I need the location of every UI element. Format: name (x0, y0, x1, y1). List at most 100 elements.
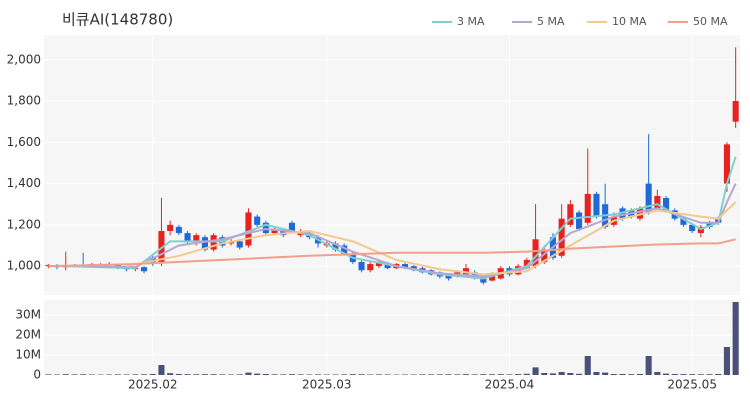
volume-bar (132, 374, 138, 375)
volume-bar (176, 374, 182, 375)
volume-bar (437, 374, 443, 375)
legend-label: 3 MA (457, 15, 485, 28)
candle-body (359, 262, 365, 270)
volume-bar (724, 347, 730, 375)
volume-bar (541, 373, 547, 375)
volume-bar (463, 374, 469, 375)
volume-bar (71, 374, 77, 375)
y-tick-label: 20M (15, 328, 41, 342)
volume-bar (593, 372, 599, 375)
volume-bar (167, 373, 173, 375)
legend-label: 50 MA (693, 15, 728, 28)
volume-bar (646, 356, 652, 375)
x-tick-label: 2025.02 (128, 378, 178, 392)
volume-bar (385, 375, 391, 376)
volume-bar (663, 374, 669, 375)
candle-body (367, 264, 373, 270)
volume-bar (559, 372, 565, 375)
volume-bar (306, 375, 312, 376)
volume-bar (707, 374, 713, 375)
candle-body (593, 194, 599, 217)
volume-bar (672, 374, 678, 375)
volume-bar (733, 302, 739, 375)
volume-bar (150, 374, 156, 375)
volume-bar (515, 374, 521, 375)
x-tick-label: 2025.04 (485, 378, 535, 392)
volume-bar (419, 374, 425, 375)
volume-bar (524, 374, 530, 375)
volume-bar (106, 375, 112, 376)
volume-bar (158, 365, 164, 375)
volume-bar (454, 374, 460, 375)
volume-panel (44, 300, 740, 375)
volume-bar (480, 374, 486, 375)
y-tick-label: 30M (15, 308, 41, 322)
volume-bar (298, 374, 304, 375)
volume-bar (550, 373, 556, 375)
volume-bar (45, 374, 51, 375)
volume-bar (115, 374, 121, 375)
volume-bar (341, 374, 347, 375)
x-tick-label: 2025.03 (302, 378, 352, 392)
price-panel (44, 35, 740, 295)
volume-bar (332, 375, 338, 376)
volume-bar (576, 374, 582, 375)
volume-bar (602, 373, 608, 375)
volume-bar (637, 374, 643, 375)
volume-bar (63, 374, 69, 375)
volume-bar (376, 374, 382, 375)
y-tick-label: 2,000 (7, 52, 41, 66)
y-tick-label: 10M (15, 348, 41, 362)
volume-bar (202, 374, 208, 375)
volume-bar (263, 374, 269, 375)
volume-bar (280, 374, 286, 375)
candle-body (176, 227, 182, 233)
volume-bar (628, 374, 634, 375)
candle-body (733, 101, 739, 122)
volume-bar (141, 374, 147, 375)
y-tick-label: 1,000 (7, 259, 41, 273)
volume-bar (715, 374, 721, 375)
volume-bar (124, 375, 130, 376)
candle-body (646, 184, 652, 213)
candle-body (585, 194, 591, 223)
volume-bar (472, 374, 478, 375)
y-tick-label: 1,400 (7, 176, 41, 190)
volume-bar (89, 375, 95, 376)
x-tick-label: 2025.05 (667, 378, 717, 392)
volume-bar (54, 375, 60, 376)
candle-body (576, 212, 582, 229)
volume-bar (489, 374, 495, 375)
y-tick-label: 1,800 (7, 94, 41, 108)
volume-bar (245, 373, 251, 375)
volume-bar (428, 374, 434, 375)
y-tick-label: 0 (33, 368, 41, 382)
volume-bar (289, 374, 295, 375)
volume-bar (680, 374, 686, 375)
candle-body (245, 212, 251, 245)
volume-bar (689, 374, 695, 375)
volume-bar (654, 372, 660, 375)
y-tick-label: 1,600 (7, 135, 41, 149)
volume-bar (402, 375, 408, 376)
candle-body (254, 217, 260, 225)
legend-label: 5 MA (537, 15, 565, 28)
volume-bar (324, 375, 330, 376)
y-tick-label: 1,200 (7, 217, 41, 231)
chart-title: 비큐AI(148780) (62, 11, 173, 29)
volume-bar (219, 374, 225, 375)
volume-bar (698, 374, 704, 375)
volume-bar (567, 373, 573, 375)
volume-bar (359, 374, 365, 375)
volume-bar (446, 374, 452, 375)
volume-bar (585, 356, 591, 375)
volume-bar (211, 374, 217, 375)
candle-body (141, 267, 147, 271)
volume-bar (367, 375, 373, 376)
volume-bar (185, 374, 191, 375)
volume-bar (272, 374, 278, 375)
volume-bar (237, 374, 243, 375)
candle-body (237, 241, 243, 247)
volume-bar (254, 374, 260, 375)
